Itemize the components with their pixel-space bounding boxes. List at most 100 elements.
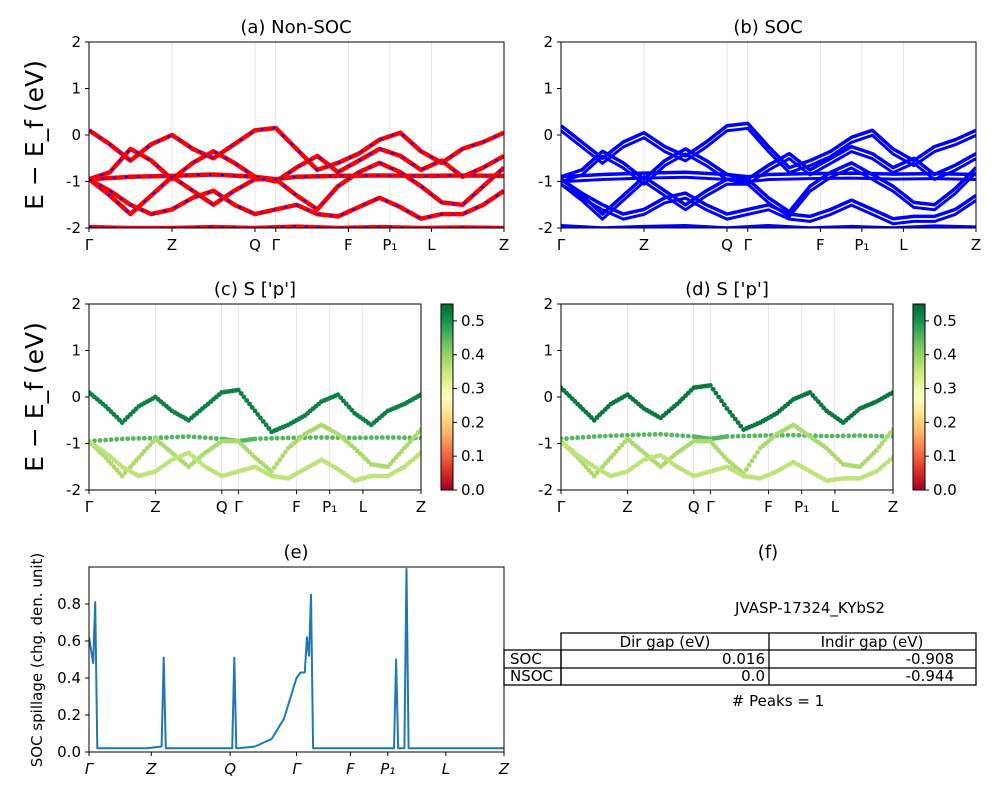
band-point xyxy=(385,464,391,470)
band-point xyxy=(890,427,893,432)
band-point xyxy=(119,436,125,442)
band-point xyxy=(724,434,730,439)
band-point xyxy=(379,435,385,440)
band-point xyxy=(280,435,286,441)
band-point xyxy=(335,392,341,398)
band-point xyxy=(738,423,744,429)
x-tick-label: P₁ xyxy=(794,498,809,516)
colorbar-tick-label: 0.5 xyxy=(933,312,957,330)
colorbar-tick-label: 0.1 xyxy=(461,447,485,465)
x-tick-label: Q xyxy=(688,498,700,516)
band-point xyxy=(147,435,153,441)
band-point xyxy=(291,435,297,441)
band-point xyxy=(658,431,663,437)
x-tick-label: Γ xyxy=(557,498,566,516)
y-tick-label: -2 xyxy=(538,481,553,499)
x-tick-label: Z xyxy=(639,236,649,254)
band-point xyxy=(730,413,735,418)
band-point xyxy=(269,436,274,441)
band-point xyxy=(147,442,153,448)
band-point xyxy=(569,435,575,441)
band-point xyxy=(713,445,719,450)
colorbar-c: 0.0 0.1 0.2 0.3 0.4 0.5 xyxy=(440,303,485,499)
table-header-indir: Indir gap (eV) xyxy=(821,633,924,651)
band-point xyxy=(260,419,266,424)
band-point xyxy=(597,433,603,439)
band-point xyxy=(791,432,796,438)
band-point xyxy=(890,455,893,460)
band-point xyxy=(258,415,263,421)
band-point xyxy=(396,435,402,440)
x-tick-label: Γ xyxy=(85,760,95,778)
band-point xyxy=(191,434,197,440)
x-tick-label: F xyxy=(764,498,773,516)
band-point xyxy=(407,439,413,445)
band-point xyxy=(874,448,879,453)
band-point xyxy=(272,465,277,470)
x-tick-label: Γ xyxy=(234,498,243,516)
band-point xyxy=(139,452,145,457)
data-layer xyxy=(561,304,893,490)
y-tick-label: 2 xyxy=(71,33,81,51)
band-point xyxy=(746,433,752,439)
x-tick-label: Q xyxy=(224,760,236,778)
axes-frame xyxy=(88,566,505,753)
band-point xyxy=(608,455,614,460)
band-point xyxy=(602,433,608,439)
band-point xyxy=(169,434,175,440)
data-layer xyxy=(561,42,976,233)
band-point xyxy=(402,445,407,451)
band-point xyxy=(625,432,630,438)
band-point xyxy=(374,435,380,440)
band-line-soc-split xyxy=(561,231,976,233)
colorbar-tick-label: 0.5 xyxy=(461,312,485,330)
band-point xyxy=(724,406,730,411)
band-point xyxy=(208,435,214,441)
band-point xyxy=(716,448,722,453)
x-tick-label: P₁ xyxy=(380,760,395,778)
colorbar-tick-label: 0.4 xyxy=(933,346,957,364)
y-tick-label: 1 xyxy=(71,342,81,360)
band-line-soc xyxy=(561,223,976,228)
band-point xyxy=(647,432,652,437)
band-point xyxy=(136,455,142,460)
band-point xyxy=(330,435,335,440)
colorbar-tick-label: 0.1 xyxy=(933,447,957,465)
band-point xyxy=(280,453,286,459)
band-line-soc-split xyxy=(561,166,976,221)
band-point xyxy=(274,461,280,466)
band-point xyxy=(821,405,827,411)
band-point xyxy=(363,435,369,441)
band-point xyxy=(238,391,244,396)
band-point xyxy=(591,434,597,439)
band-point xyxy=(97,438,103,443)
x-tick-label: Γ xyxy=(744,236,753,254)
x-tick-label: F xyxy=(346,760,355,778)
table-row-label: SOC xyxy=(510,650,542,668)
x-tick-label: Z xyxy=(622,498,632,516)
ylabel-spillage: SOC spillage (chg. den. unit) xyxy=(28,553,46,768)
band-point xyxy=(244,398,250,403)
x-tick-label: Z xyxy=(888,498,898,516)
band-line-soc xyxy=(561,161,976,216)
band-point xyxy=(735,433,741,439)
y-tick-label: -2 xyxy=(66,481,81,499)
band-point xyxy=(851,433,857,439)
band-point xyxy=(619,442,625,448)
band-point xyxy=(622,439,627,445)
panel-b-title: (b) SOC xyxy=(733,17,802,38)
y-tick-label: -2 xyxy=(538,219,553,237)
band-point xyxy=(636,432,641,438)
x-tick-label: Γ xyxy=(706,498,715,516)
band-point xyxy=(879,441,885,446)
y-tick-label: 0 xyxy=(543,126,553,144)
band-point xyxy=(341,398,346,404)
y-tick-label: 0 xyxy=(71,126,81,144)
band-point xyxy=(741,433,746,439)
band-point xyxy=(600,464,605,470)
band-point xyxy=(130,436,136,441)
band-point xyxy=(125,436,131,442)
band-point xyxy=(708,438,713,444)
